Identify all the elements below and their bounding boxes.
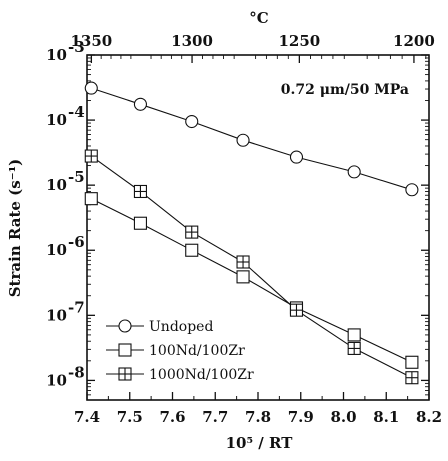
data-point <box>84 192 98 206</box>
data-point <box>185 243 199 257</box>
legend-label-undoped: Undoped <box>149 319 213 335</box>
x-tick-label: 7.5 <box>117 408 143 426</box>
data-point <box>405 355 419 369</box>
data-point <box>236 270 250 284</box>
data-point <box>133 216 147 230</box>
legend-label-100nd: 100Nd/100Zr <box>149 343 245 359</box>
x-tick-label: 7.6 <box>159 408 185 426</box>
data-point <box>405 183 419 197</box>
x-tick-label: 8.0 <box>330 408 356 426</box>
series-0 <box>84 81 419 197</box>
data-point <box>84 81 98 95</box>
ticks-layer: 7.4 7.5 7.6 7.7 7.8 7.9 8.0 8.1 8.210 -310 -410 -51… <box>46 32 442 426</box>
y-tick-label: 10 <box>46 371 67 389</box>
y-tick-exponent: -7 <box>68 298 85 316</box>
x-tick-label: 7.4 <box>74 408 100 426</box>
y-tick-label: 10 <box>46 111 67 129</box>
data-point <box>347 165 361 179</box>
data-point <box>347 328 361 342</box>
top-tick-label: 1350 <box>70 32 112 50</box>
condition-annotation: 0.72 μm/50 MPa <box>281 82 409 98</box>
legend-marker-100nd <box>118 343 132 357</box>
x-tick-label: 7.8 <box>245 408 271 426</box>
y-tick-label: 10 <box>46 241 67 259</box>
legend-label-1000nd: 1000Nd/100Zr <box>149 367 254 383</box>
x-tick-label: 7.7 <box>202 408 228 426</box>
data-point <box>236 133 250 147</box>
y-tick-exponent: -6 <box>68 233 85 251</box>
x-tick-label: 8.1 <box>373 408 399 426</box>
data-point <box>185 114 199 129</box>
x-axis-label: 10⁵ / RT <box>226 434 294 452</box>
series-layer <box>84 81 419 385</box>
top-tick-label: 1200 <box>393 32 435 50</box>
y-tick-exponent: -5 <box>68 168 85 186</box>
data-point <box>289 150 304 164</box>
data-point <box>133 97 147 111</box>
top-tick-label: 1300 <box>171 32 213 50</box>
top-axis-label: °C <box>249 9 269 27</box>
series-1 <box>84 192 419 369</box>
y-tick-label: 10 <box>46 176 67 194</box>
y-tick-exponent: -4 <box>68 103 85 121</box>
y-axis-label: Strain Rate (s⁻¹) <box>6 159 24 298</box>
series-2 <box>84 149 419 385</box>
x-tick-label: 8.2 <box>416 408 442 426</box>
y-tick-label: 10 <box>46 46 67 64</box>
y-tick-exponent: -8 <box>68 363 85 381</box>
y-tick-exponent: -3 <box>68 38 85 56</box>
legend-marker-undoped <box>118 319 132 333</box>
legend: Undoped 100Nd/100Zr 1000Nd/100Zr <box>106 319 254 383</box>
x-tick-label: 7.9 <box>288 408 314 426</box>
y-tick-label: 10 <box>46 306 67 324</box>
top-tick-label: 1250 <box>278 32 320 50</box>
